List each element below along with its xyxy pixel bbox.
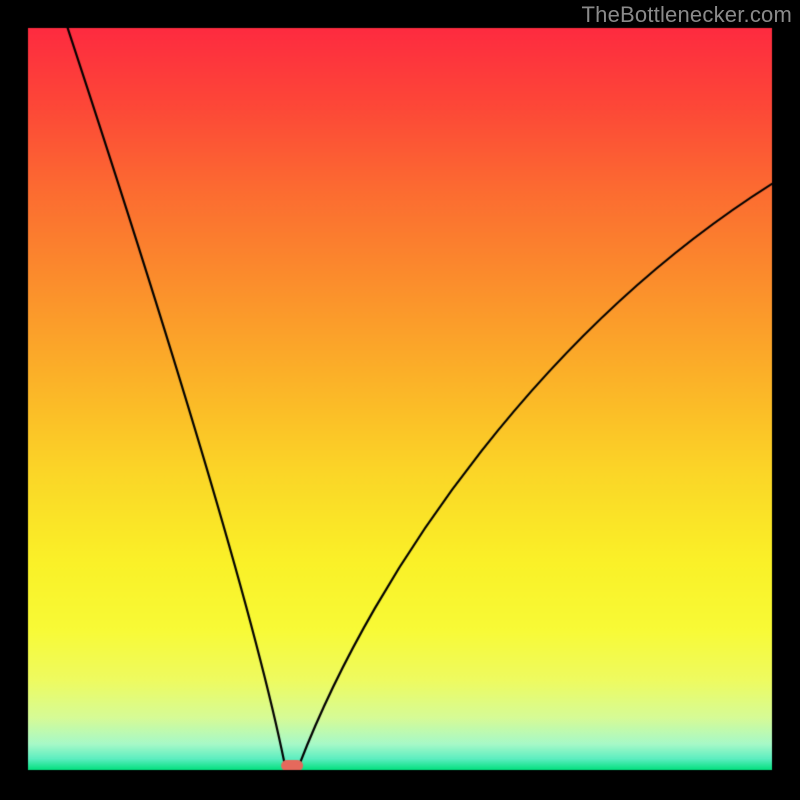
bottleneck-v-curve-chart <box>0 0 800 800</box>
watermark-text: TheBottlenecker.com <box>582 2 792 28</box>
chart-root: TheBottlenecker.com <box>0 0 800 800</box>
